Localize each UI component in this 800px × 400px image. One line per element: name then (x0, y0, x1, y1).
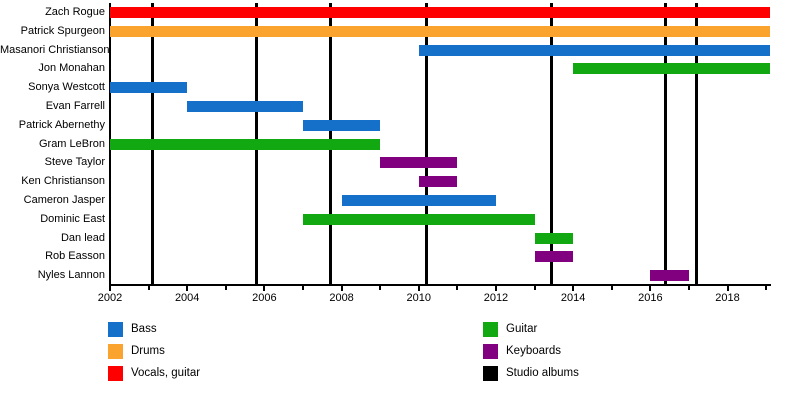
x-axis-line (109, 284, 771, 286)
studio-album-line (424, 3, 428, 284)
timeline-bar (302, 213, 535, 225)
member-name-label: Evan Farrell (45, 100, 105, 112)
timeline-bar (302, 119, 381, 131)
x-axis-tick (687, 286, 690, 290)
x-axis-tick (109, 286, 111, 291)
legend-label: Keyboards (506, 345, 561, 357)
legend-swatch-guitar (483, 322, 498, 337)
timeline-bar (534, 251, 574, 263)
member-name-label: Patrick Spurgeon (20, 24, 105, 37)
member-name-label: Patrick Abernethy (18, 118, 105, 131)
timeline-bar (341, 194, 496, 206)
timeline-bar (110, 25, 770, 37)
member-name-label: Dominic East (40, 212, 105, 225)
x-axis-tick-label: 2006 (252, 292, 277, 304)
member-name-label: Zach Rogue (45, 6, 105, 18)
legend-label: Bass (131, 323, 157, 335)
legend-label: Guitar (506, 323, 538, 335)
timeline-bar (418, 44, 770, 56)
member-name-label: Ken Christianson (21, 175, 105, 188)
x-axis-tick (224, 286, 227, 290)
x-axis-tick (726, 286, 729, 291)
x-axis-tick (379, 286, 382, 290)
legend-swatch-vocals-guitar (108, 366, 123, 381)
x-axis-tick-label: 2016 (638, 292, 663, 304)
x-axis-tick-label: 2014 (560, 292, 586, 304)
timeline-bar (110, 82, 188, 94)
timeline-bar (534, 232, 574, 244)
x-axis-tick (301, 286, 304, 290)
timeline-bar (418, 176, 458, 188)
timeline-bar (110, 6, 770, 18)
x-axis-tick-label: 2002 (97, 292, 123, 304)
legend-swatch-drums (108, 344, 123, 359)
member-name-label: Cameron Jasper (23, 194, 105, 206)
x-axis-tick (572, 286, 575, 291)
x-axis-tick (147, 286, 150, 290)
x-axis-tick (649, 286, 652, 291)
timeline-bar (110, 138, 381, 150)
legend-label: Vocals, guitar (131, 367, 201, 379)
studio-album-line (695, 3, 699, 284)
legend-label: Studio albums (506, 367, 579, 379)
x-axis-tick (340, 286, 343, 291)
member-name-label: Gram LeBron (38, 137, 105, 150)
x-axis-tick (186, 286, 189, 291)
member-name-label: Jon Monahan (38, 62, 105, 75)
x-axis-tick-label: 2018 (715, 292, 740, 304)
legend-swatch-studio-albums (483, 366, 498, 381)
x-axis-tick-label: 2012 (483, 292, 509, 304)
legend-swatch-bass (108, 322, 123, 337)
x-axis-tick (765, 286, 768, 290)
legend-label: Drums (131, 345, 165, 357)
x-axis-tick (417, 286, 420, 291)
x-axis-tick (263, 286, 266, 291)
x-axis-tick-label: 2004 (174, 292, 200, 304)
timeline-bar (573, 63, 770, 75)
x-axis-tick (610, 286, 613, 290)
member-name-label: Nyles Lannon (37, 269, 105, 282)
studio-album-line (550, 3, 554, 284)
studio-album-line (664, 3, 668, 284)
member-name-label: Steve Taylor (44, 156, 105, 169)
timeline-bar (187, 100, 303, 112)
timeline-bar (650, 270, 689, 282)
member-name-label: Dan lead (60, 231, 105, 244)
x-axis-tick-label: 2010 (406, 292, 431, 304)
member-name-label: Masanori Christianson (0, 43, 110, 56)
x-axis-tick (456, 286, 459, 290)
member-name-label: Sonya Westcott (28, 81, 105, 94)
x-axis-tick (494, 286, 497, 291)
legend-swatch-keyboards (483, 344, 498, 359)
member-name-label: Rob Easson (45, 250, 105, 263)
x-axis-tick-label: 2008 (329, 292, 354, 304)
x-axis-tick (533, 286, 536, 290)
timeline-bar (380, 157, 458, 169)
